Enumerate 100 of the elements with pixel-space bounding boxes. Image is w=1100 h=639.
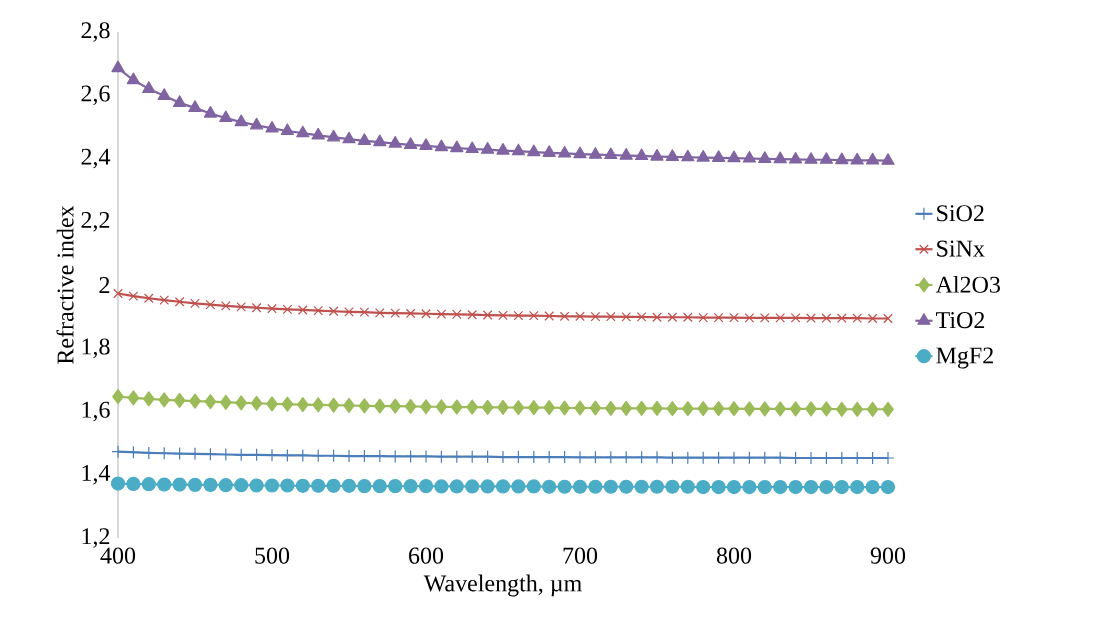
x-tick-label: 500 <box>255 547 290 564</box>
point <box>681 401 694 417</box>
point <box>789 401 802 417</box>
legend-label: SiNx <box>937 240 985 257</box>
point <box>727 150 741 163</box>
point <box>421 308 431 319</box>
point <box>819 152 834 164</box>
point <box>282 304 293 315</box>
point <box>726 479 742 495</box>
point <box>435 399 448 415</box>
point <box>834 479 849 495</box>
point <box>326 129 341 142</box>
point <box>619 148 633 160</box>
x-tick-label: 900 <box>870 547 906 564</box>
point <box>649 479 665 494</box>
point <box>157 477 172 492</box>
point <box>806 313 816 324</box>
x-tick-label: 600 <box>409 547 444 564</box>
point <box>296 448 310 463</box>
point <box>495 479 511 494</box>
point <box>636 312 647 322</box>
point <box>481 399 494 415</box>
point <box>220 301 231 311</box>
legend-label: Al2O3 <box>935 275 1000 293</box>
point <box>373 398 386 414</box>
point <box>219 110 233 123</box>
point <box>311 478 326 493</box>
point <box>236 301 247 312</box>
point <box>327 397 340 413</box>
point <box>419 138 433 150</box>
point <box>728 401 740 417</box>
point <box>696 479 711 495</box>
point <box>296 396 309 413</box>
point <box>790 313 801 323</box>
point <box>836 313 847 324</box>
point <box>665 451 679 465</box>
point <box>758 151 772 163</box>
point <box>111 60 125 73</box>
point <box>450 399 463 415</box>
point <box>605 311 616 322</box>
point <box>143 293 154 304</box>
point <box>742 150 757 163</box>
point <box>341 478 357 493</box>
point <box>589 400 602 416</box>
legend-label: TiO2 <box>936 312 985 329</box>
point <box>572 479 588 494</box>
point <box>698 312 709 323</box>
y-tick-label: 2,6 <box>81 85 110 106</box>
point <box>173 446 187 461</box>
point <box>558 400 571 416</box>
point <box>280 448 295 463</box>
point <box>619 479 634 494</box>
point <box>603 479 618 494</box>
point <box>712 401 725 417</box>
point <box>680 479 695 494</box>
point <box>588 479 603 494</box>
point <box>249 478 264 493</box>
point <box>190 298 200 309</box>
legend-label: SiO2 <box>937 205 984 222</box>
point <box>774 401 787 417</box>
point <box>497 399 509 415</box>
point <box>557 145 572 158</box>
point <box>389 398 402 414</box>
point <box>234 478 249 493</box>
point <box>697 401 710 417</box>
point <box>588 450 602 464</box>
point <box>758 401 771 417</box>
point <box>313 305 324 316</box>
point <box>328 306 339 317</box>
point <box>851 401 864 417</box>
point <box>513 310 524 321</box>
point <box>450 140 464 153</box>
point <box>480 479 495 494</box>
point <box>187 477 203 492</box>
point <box>174 296 185 307</box>
point <box>742 479 757 495</box>
point <box>498 310 508 321</box>
point <box>126 72 141 85</box>
point <box>482 310 493 320</box>
point <box>635 450 649 464</box>
point <box>403 137 418 149</box>
x-tick-label: 800 <box>716 547 752 564</box>
y-axis-title: Refractive index <box>56 205 74 364</box>
point <box>418 479 434 494</box>
y-tick-label: 2 <box>99 277 110 293</box>
point <box>357 133 372 145</box>
point <box>280 123 295 136</box>
point <box>727 451 741 465</box>
point <box>590 311 601 322</box>
point <box>882 401 894 417</box>
point <box>374 307 385 318</box>
point <box>449 479 464 494</box>
point <box>218 478 233 493</box>
point <box>573 450 587 464</box>
point <box>112 389 124 405</box>
point <box>757 479 772 495</box>
point <box>865 479 880 495</box>
point <box>434 479 449 494</box>
point <box>142 81 156 94</box>
point <box>172 95 187 107</box>
